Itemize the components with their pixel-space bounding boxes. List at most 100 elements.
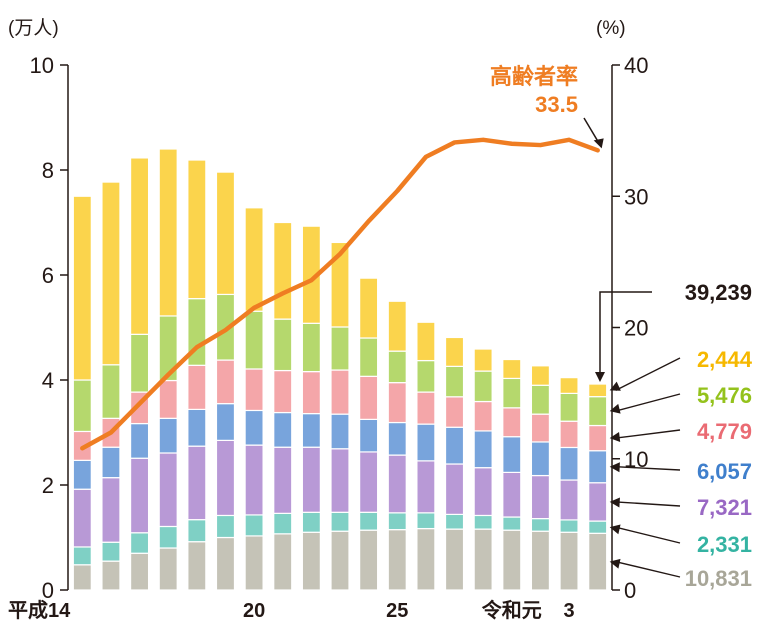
bar-segment-purple — [187, 445, 207, 521]
left-tick-label: 2 — [42, 473, 54, 498]
bar-segment-teal — [273, 512, 293, 535]
total-bracket — [599, 291, 652, 375]
segment-arrowhead — [609, 524, 621, 535]
bar-segment-pink — [559, 420, 579, 449]
bar-segment-blue — [273, 411, 293, 448]
bar-segment-gray — [473, 528, 493, 591]
bar-segment-purple — [244, 444, 264, 516]
bar-segment-pink — [416, 391, 436, 425]
bar-segment-pink — [473, 400, 493, 432]
bar-segment-yellow — [473, 348, 493, 372]
bar-segment-yellow — [559, 377, 579, 394]
segment-pointer — [615, 393, 681, 412]
x-tick-label: 3 — [563, 600, 574, 622]
bar-segment-green — [473, 370, 493, 403]
bar-segment-blue — [416, 423, 436, 462]
bar-segment-green — [129, 333, 150, 393]
bar-segment-pink — [530, 413, 551, 443]
bar-segment-yellow — [72, 195, 92, 381]
bar-segment-gray — [416, 527, 436, 591]
bar-segment-pink — [330, 369, 350, 415]
bar-segment-pink — [359, 375, 379, 420]
bar-segment-teal — [559, 519, 579, 533]
left-axis-unit: (万人) — [8, 17, 59, 39]
bar-segment-green — [588, 396, 608, 427]
bar-segment-yellow — [530, 365, 551, 386]
total-value-label: 39,239 — [685, 280, 752, 305]
bar-segment-blue — [387, 421, 407, 456]
bar-segment-green — [530, 384, 551, 415]
left-tick-label: 6 — [42, 263, 54, 288]
bar-segment-blue — [359, 418, 379, 453]
bar-segment-gray — [359, 529, 379, 591]
bar-segment-teal — [387, 512, 407, 531]
bar-segment-green — [502, 377, 522, 409]
bar-segment-gray — [187, 541, 207, 591]
bar-segment-purple — [444, 463, 465, 516]
line-label-arrowhead — [593, 138, 604, 149]
bar-segment-teal — [444, 513, 465, 530]
segment-arrowhead — [609, 403, 621, 414]
bar-segment-teal — [359, 511, 379, 531]
bar-segment-green — [359, 337, 379, 377]
bar-segment-yellow — [416, 321, 436, 362]
bar-segment-blue — [301, 413, 321, 448]
segment-arrowhead — [609, 497, 620, 508]
bar-segment-blue — [187, 408, 207, 447]
line-layer — [80, 137, 600, 451]
bar-segment-blue — [559, 446, 579, 481]
bars-layer — [72, 148, 608, 591]
bar-segment-pink — [273, 369, 293, 414]
right-tick-label: 20 — [624, 316, 648, 341]
bar-segment-teal — [473, 514, 493, 530]
bar-segment-purple — [101, 477, 121, 543]
bar-segment-purple — [158, 452, 178, 528]
bar-segment-teal — [588, 520, 608, 534]
bar-segment-yellow — [330, 241, 350, 328]
bar-segment-blue — [588, 450, 608, 484]
bar-segment-gray — [530, 530, 551, 591]
bar-segment-yellow — [101, 181, 121, 366]
bar-segment-green — [387, 350, 407, 384]
bar-segment-yellow — [502, 358, 522, 380]
bar-segment-purple — [359, 451, 379, 513]
bar-segment-pink — [158, 379, 178, 419]
bar-segment-purple — [416, 460, 436, 514]
bar-segment-blue — [530, 441, 551, 477]
bar-segment-green — [101, 364, 121, 419]
bar-segment-teal — [530, 517, 551, 532]
bar-segment-yellow — [129, 157, 150, 335]
bar-segment-gray — [301, 531, 321, 591]
bar-segment-yellow — [588, 383, 608, 398]
bar-segment-pink — [301, 371, 321, 415]
bar-segment-yellow — [187, 159, 207, 300]
bar-segment-purple — [473, 467, 493, 517]
bar-segment-teal — [72, 546, 92, 566]
bar-segment-blue — [72, 459, 92, 490]
bar-segment-green — [72, 379, 92, 433]
bar-segment-gray — [330, 530, 350, 591]
bar-segment-green — [330, 326, 350, 371]
segment-arrowhead — [609, 432, 621, 442]
bar-segment-gray — [273, 533, 293, 591]
bar-segment-blue — [444, 426, 465, 465]
bar-segment-yellow — [387, 300, 407, 352]
bar-segment-blue — [215, 403, 236, 441]
segment-value-label: 6,057 — [697, 459, 752, 484]
segment-arrowhead — [609, 462, 620, 473]
segment-pointer — [615, 501, 681, 507]
x-tick-label: 25 — [386, 600, 408, 622]
segment-value-label: 7,321 — [697, 495, 752, 520]
bar-segment-purple — [330, 448, 350, 513]
segment-arrowhead — [609, 381, 621, 391]
bar-segment-pink — [244, 368, 264, 412]
segment-pointer — [615, 357, 681, 391]
bar-segment-gray — [101, 560, 121, 591]
bar-segment-pink — [387, 382, 407, 424]
left-tick-label: 8 — [42, 158, 54, 183]
bar-segment-green — [559, 392, 579, 422]
elderly-rate-line — [80, 137, 600, 451]
line-last-value-label: 33.5 — [535, 92, 578, 117]
right-tick-label: 0 — [624, 578, 636, 603]
